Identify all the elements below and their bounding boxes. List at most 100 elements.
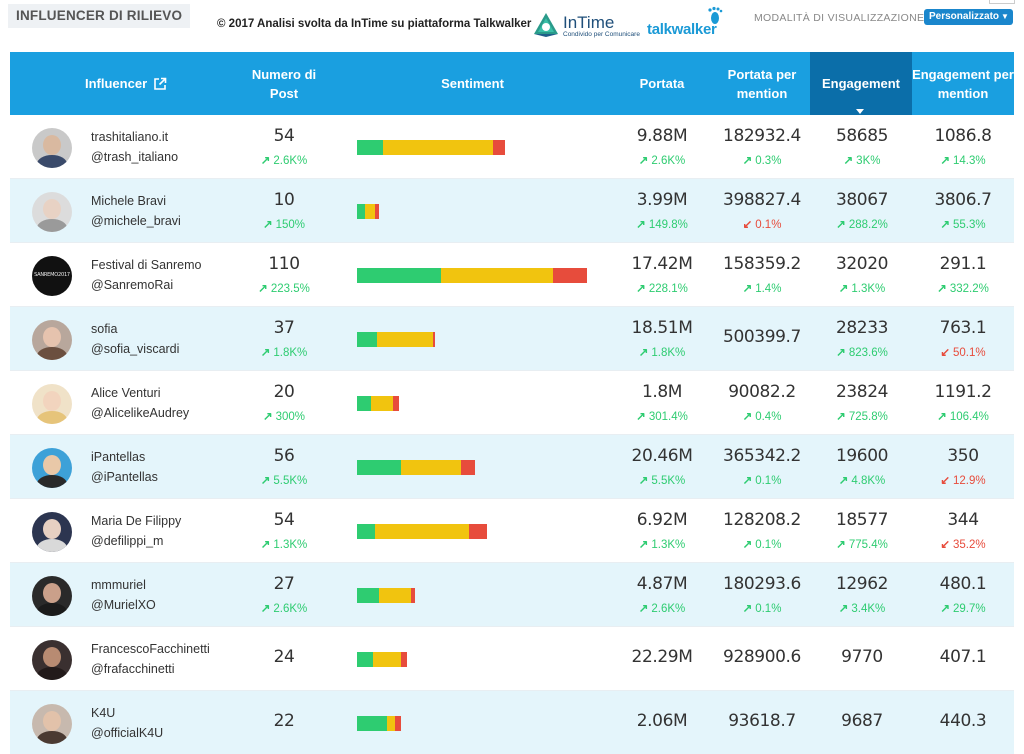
influencer-name[interactable]: FrancescoFacchinetti [91, 642, 210, 656]
trend-up-icon: ↗ [638, 475, 649, 487]
view-mode-dropdown[interactable]: Personalizzato ▼ [924, 9, 1013, 25]
influencer-name[interactable]: iPantellas [91, 450, 146, 464]
trend-up-icon: ↗ [260, 603, 271, 615]
sentiment-neutral-segment[interactable] [379, 588, 411, 603]
influencer-name[interactable]: K4U [91, 706, 116, 720]
table-row[interactable]: K4U @officialK4U 22 2.06M 93618.7 9687 440.3 [10, 691, 1014, 754]
sentiment-positive-segment[interactable] [357, 332, 377, 347]
corner-control[interactable] [989, 0, 1015, 4]
sentiment-neutral-segment[interactable] [377, 332, 433, 347]
sentiment-neutral-segment[interactable] [371, 396, 393, 411]
avatar[interactable] [32, 320, 72, 360]
sentiment-neutral-segment[interactable] [365, 204, 375, 219]
table-row[interactable]: iPantellas @iPantellas 56 ↗ 5.5K% 20.46M ↗ 5.5K… [10, 435, 1014, 499]
avatar[interactable] [32, 704, 72, 744]
sentiment-positive-segment[interactable] [357, 524, 375, 539]
sentiment-bar[interactable] [357, 524, 487, 539]
avatar[interactable] [32, 512, 72, 552]
sentiment-negative-segment[interactable] [411, 588, 415, 603]
sentiment-bar[interactable] [357, 140, 505, 155]
sentiment-positive-segment[interactable] [357, 140, 383, 155]
sentiment-neutral-segment[interactable] [383, 140, 493, 155]
column-header-reach-per-mention[interactable]: Portata per mention [727, 66, 797, 101]
reach-change: ↗ 228.1% [612, 281, 712, 295]
sentiment-negative-segment[interactable] [461, 460, 475, 475]
column-label: Influencer [85, 76, 148, 91]
influencer-handle[interactable]: @iPantellas [91, 470, 158, 484]
table-row[interactable]: trashitaliano.it @trash_italiano 54 ↗ 2.6K% 9… [10, 115, 1014, 179]
sentiment-bar[interactable] [357, 332, 435, 347]
avatar[interactable] [32, 128, 72, 168]
influencer-handle[interactable]: @defilippi_m [91, 534, 164, 548]
avatar[interactable] [32, 192, 72, 232]
sentiment-neutral-segment[interactable] [373, 652, 401, 667]
sentiment-neutral-segment[interactable] [441, 268, 553, 283]
influencer-handle[interactable]: @officialK4U [91, 726, 164, 740]
table-row[interactable]: Maria De Filippy @defilippi_m 54 ↗ 1.3K% 6.92… [10, 499, 1014, 563]
sentiment-positive-segment[interactable] [357, 588, 379, 603]
engagement-value: 32020 [835, 254, 889, 274]
influencer-handle[interactable]: @trash_italiano [91, 150, 179, 164]
sentiment-positive-segment[interactable] [357, 716, 387, 731]
sentiment-negative-segment[interactable] [393, 396, 399, 411]
column-header-sentiment[interactable]: Sentiment [441, 76, 504, 91]
sentiment-negative-segment[interactable] [553, 268, 587, 283]
avatar[interactable] [32, 448, 72, 488]
sentiment-bar[interactable] [357, 204, 379, 219]
sentiment-neutral-segment[interactable] [375, 524, 469, 539]
influencer-handle[interactable]: @sofia_viscardi [91, 342, 180, 356]
avatar[interactable]: SANREMO2017 [32, 256, 72, 296]
sentiment-bar[interactable] [357, 460, 475, 475]
influencer-handle[interactable]: @frafacchinetti [91, 662, 175, 676]
intime-brand-name: InTime [563, 13, 615, 32]
influencer-name[interactable]: Alice Venturi [91, 386, 161, 400]
sentiment-positive-segment[interactable] [357, 268, 441, 283]
table-row[interactable]: Alice Venturi @AlicelikeAudrey 20 ↗ 300% 1.8M… [10, 371, 1014, 435]
column-header-engagement[interactable]: Engagement [810, 52, 912, 115]
influencer-name[interactable]: Festival di Sanremo [91, 258, 202, 272]
trend-down-icon: ↙ [940, 539, 951, 551]
sentiment-neutral-segment[interactable] [401, 460, 461, 475]
column-header-engagement-per-mention[interactable]: Engagement per mention [912, 66, 1014, 101]
sentiment-negative-segment[interactable] [401, 652, 407, 667]
table-row[interactable]: sofia @sofia_viscardi 37 ↗ 1.8K% 18.51M ↗ 1.8K%… [10, 307, 1014, 371]
influencer-name[interactable]: sofia [91, 322, 118, 336]
sentiment-bar[interactable] [357, 396, 399, 411]
influencer-handle[interactable]: @michele_bravi [91, 214, 181, 228]
table-row[interactable]: mmmuriel @MurielXO 27 ↗ 2.6K% 4.87M ↗ 2.6K% 1802… [10, 563, 1014, 627]
avatar[interactable] [32, 576, 72, 616]
column-header-influencer[interactable]: Influencer [85, 52, 205, 115]
sentiment-bar[interactable] [357, 652, 407, 667]
avatar-face [43, 199, 61, 219]
change-percent: 3.4K% [851, 603, 886, 615]
influencer-name[interactable]: Michele Bravi [91, 194, 167, 208]
sentiment-positive-segment[interactable] [357, 204, 365, 219]
influencer-name[interactable]: Maria De Filippy [91, 514, 182, 528]
table-row[interactable]: SANREMO2017 Festival di Sanremo @SanremoRa… [10, 243, 1014, 307]
sentiment-negative-segment[interactable] [395, 716, 401, 731]
sentiment-negative-segment[interactable] [469, 524, 487, 539]
sentiment-negative-segment[interactable] [493, 140, 505, 155]
sentiment-bar[interactable] [357, 716, 401, 731]
sentiment-positive-segment[interactable] [357, 396, 371, 411]
influencer-name[interactable]: trashitaliano.it [91, 130, 169, 144]
influencer-name[interactable]: mmmuriel [91, 578, 146, 592]
column-header-posts[interactable]: Numero di Post [251, 66, 317, 101]
column-header-reach[interactable]: Portata [639, 76, 685, 91]
influencer-handle[interactable]: @AlicelikeAudrey [91, 406, 190, 420]
external-link-icon[interactable] [153, 77, 167, 91]
influencer-handle[interactable]: @SanremoRai [91, 278, 174, 292]
change-percent: 775.4% [848, 539, 888, 551]
influencer-handle[interactable]: @MurielXO [91, 598, 156, 612]
sentiment-bar[interactable] [357, 268, 587, 283]
table-row[interactable]: FrancescoFacchinetti @frafacchinetti 24 22.… [10, 627, 1014, 691]
sentiment-positive-segment[interactable] [357, 652, 373, 667]
sentiment-negative-segment[interactable] [433, 332, 435, 347]
avatar[interactable] [32, 640, 72, 680]
avatar[interactable] [32, 384, 72, 424]
sentiment-bar[interactable] [357, 588, 415, 603]
table-row[interactable]: Michele Bravi @michele_bravi 10 ↗ 150% 3.99M ↗… [10, 179, 1014, 243]
sentiment-neutral-segment[interactable] [387, 716, 395, 731]
sentiment-positive-segment[interactable] [357, 460, 401, 475]
sentiment-negative-segment[interactable] [375, 204, 379, 219]
